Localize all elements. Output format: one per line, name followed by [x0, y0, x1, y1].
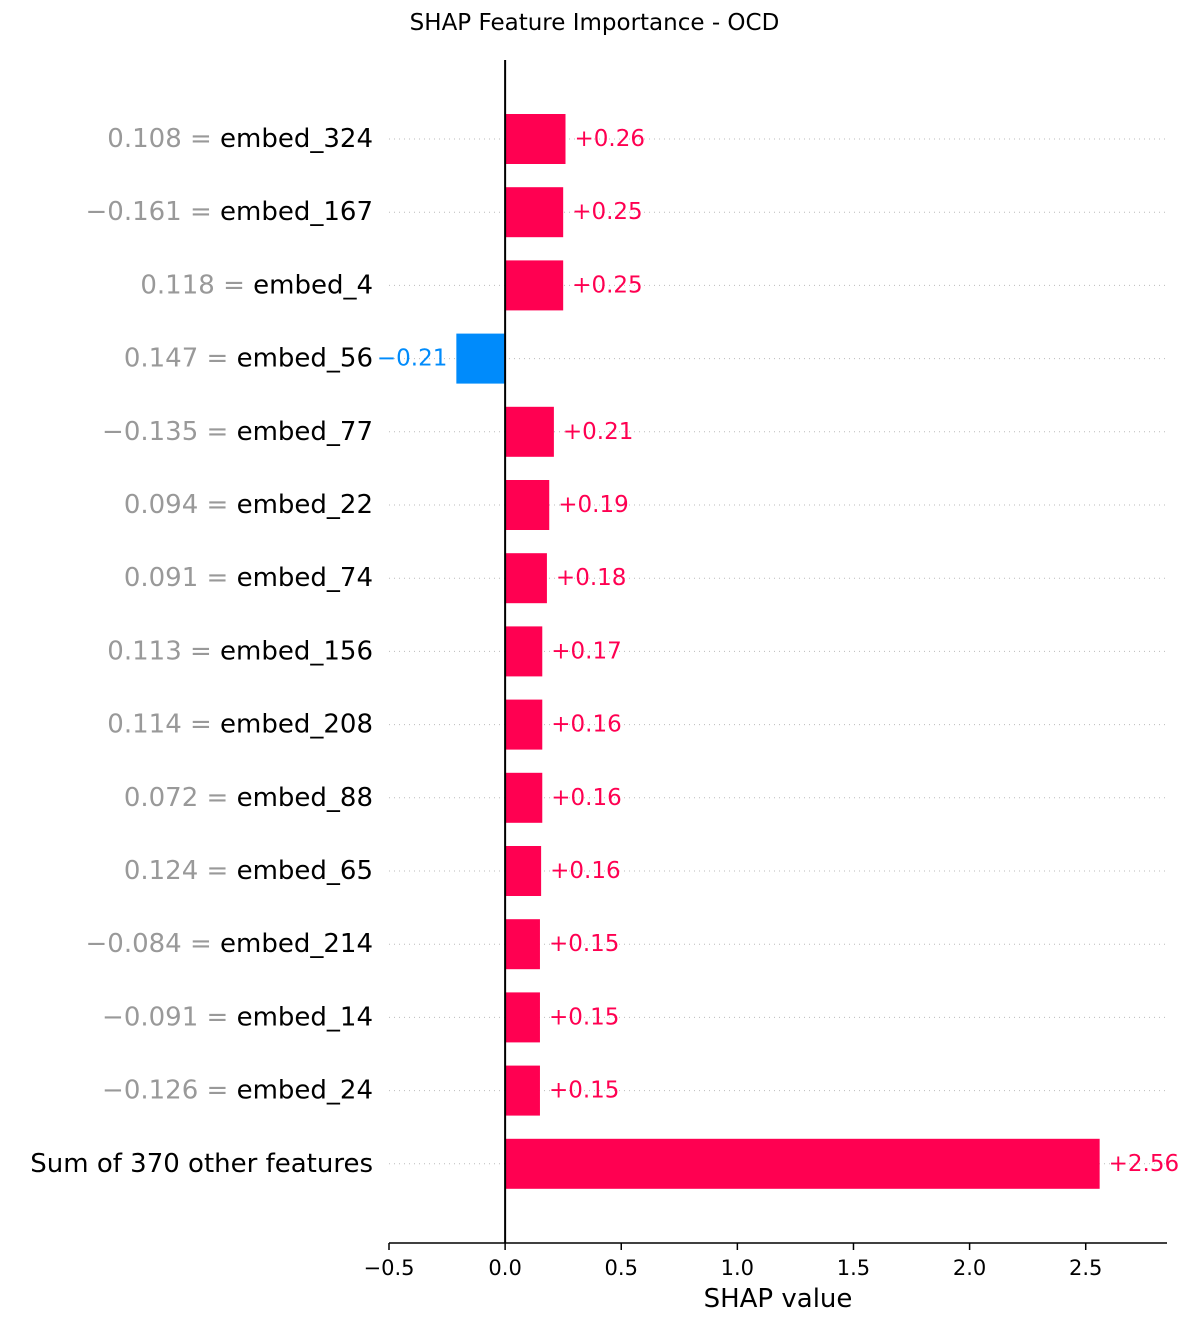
y-tick-label: 0.094 = embed_22 [124, 490, 373, 520]
bar [505, 187, 564, 238]
data-label: +0.15 [549, 931, 619, 957]
x-tick-label: 2.5 [1069, 1256, 1102, 1280]
feature-value: 0.124 = [124, 856, 237, 886]
x-tick-label: 0.0 [488, 1256, 521, 1280]
x-tick-label: 1.5 [837, 1256, 870, 1280]
feature-value: −0.084 = [86, 929, 221, 959]
y-tick-label: 0.072 = embed_88 [124, 783, 373, 813]
feature-name: embed_56 [237, 344, 373, 374]
feature-value: 0.147 = [124, 344, 237, 374]
data-label: +0.25 [572, 199, 642, 225]
feature-name: embed_214 [220, 929, 373, 959]
feature-value: −0.135 = [102, 417, 237, 447]
bar [505, 114, 566, 164]
bar [505, 1065, 540, 1116]
feature-name: embed_324 [220, 124, 373, 154]
bar [505, 260, 564, 311]
y-tick-label: 0.147 = embed_56 [124, 344, 373, 374]
data-label: +0.15 [549, 1078, 619, 1104]
y-tick-label: 0.108 = embed_324 [107, 124, 373, 154]
data-label: +2.56 [1109, 1151, 1179, 1177]
y-tick-label: 0.124 = embed_65 [124, 856, 373, 886]
feature-value: 0.118 = [140, 270, 253, 300]
x-axis: −0.5 0.0 0.5 1.0 1.5 2.0 2.5 [364, 1242, 1167, 1280]
feature-name: embed_24 [237, 1076, 373, 1106]
data-label: +0.16 [551, 712, 621, 738]
y-tick-label: −0.161 = embed_167 [86, 197, 374, 227]
feature-name: embed_208 [220, 710, 373, 740]
feature-name: embed_22 [237, 490, 373, 520]
x-tick-label: 2.0 [953, 1256, 986, 1280]
y-tick-label: 0.114 = embed_208 [107, 710, 373, 740]
feature-value: −0.126 = [102, 1076, 237, 1106]
data-label: +0.25 [572, 272, 642, 298]
feature-name: embed_4 [253, 270, 373, 300]
bar [505, 846, 542, 896]
x-tick-label: 1.0 [721, 1256, 754, 1280]
feature-value: 0.113 = [107, 636, 220, 666]
bar [505, 699, 543, 750]
data-label: +0.16 [550, 858, 620, 884]
feature-name: embed_65 [237, 856, 373, 886]
x-tick-label: −0.5 [364, 1256, 415, 1280]
data-label: −0.21 [377, 346, 447, 372]
y-tick-label: −0.084 = embed_214 [86, 929, 374, 959]
bar [505, 919, 540, 970]
rows-layer: 0.108 = embed_324 +0.26 −0.161 = embed_167… [30, 114, 1179, 1189]
y-tick-label: Sum of 370 other features [30, 1149, 373, 1179]
x-tick-label: 0.5 [605, 1256, 638, 1280]
y-tick-label: 0.091 = embed_74 [124, 563, 373, 593]
bar [505, 1138, 1100, 1189]
bar [505, 480, 550, 530]
y-tick-label: −0.091 = embed_14 [102, 1002, 373, 1032]
feature-value: 0.094 = [124, 490, 237, 520]
bar [505, 626, 543, 677]
bar [505, 992, 540, 1043]
feature-value: −0.091 = [102, 1002, 237, 1032]
x-axis-label: SHAP value [703, 1284, 853, 1314]
y-tick-label: 0.113 = embed_156 [107, 636, 373, 666]
data-label: +0.26 [575, 126, 645, 152]
bar [505, 772, 543, 823]
bar [456, 333, 506, 384]
feature-name: embed_167 [220, 197, 373, 227]
data-label: +0.19 [558, 492, 628, 518]
chart-title: SHAP Feature Importance - OCD [409, 10, 780, 36]
data-label: +0.15 [549, 1004, 619, 1030]
feature-name: embed_14 [237, 1002, 373, 1032]
bar [505, 406, 554, 457]
data-label: +0.18 [556, 565, 626, 591]
feature-name: embed_74 [237, 563, 373, 593]
y-tick-label: −0.126 = embed_24 [102, 1076, 373, 1106]
feature-value: 0.108 = [107, 124, 220, 154]
feature-value: 0.072 = [124, 783, 237, 813]
feature-name: Sum of 370 other features [30, 1149, 373, 1179]
feature-name: embed_156 [220, 636, 373, 666]
y-tick-label: −0.135 = embed_77 [102, 417, 373, 447]
feature-value: 0.114 = [107, 710, 220, 740]
feature-name: embed_88 [237, 783, 373, 813]
data-label: +0.21 [563, 419, 633, 445]
data-label: +0.16 [551, 785, 621, 811]
bar [505, 553, 547, 604]
feature-name: embed_77 [237, 417, 373, 447]
data-label: +0.17 [551, 638, 621, 664]
feature-value: 0.091 = [124, 563, 237, 593]
feature-value: −0.161 = [86, 197, 221, 227]
y-tick-label: 0.118 = embed_4 [140, 270, 373, 300]
